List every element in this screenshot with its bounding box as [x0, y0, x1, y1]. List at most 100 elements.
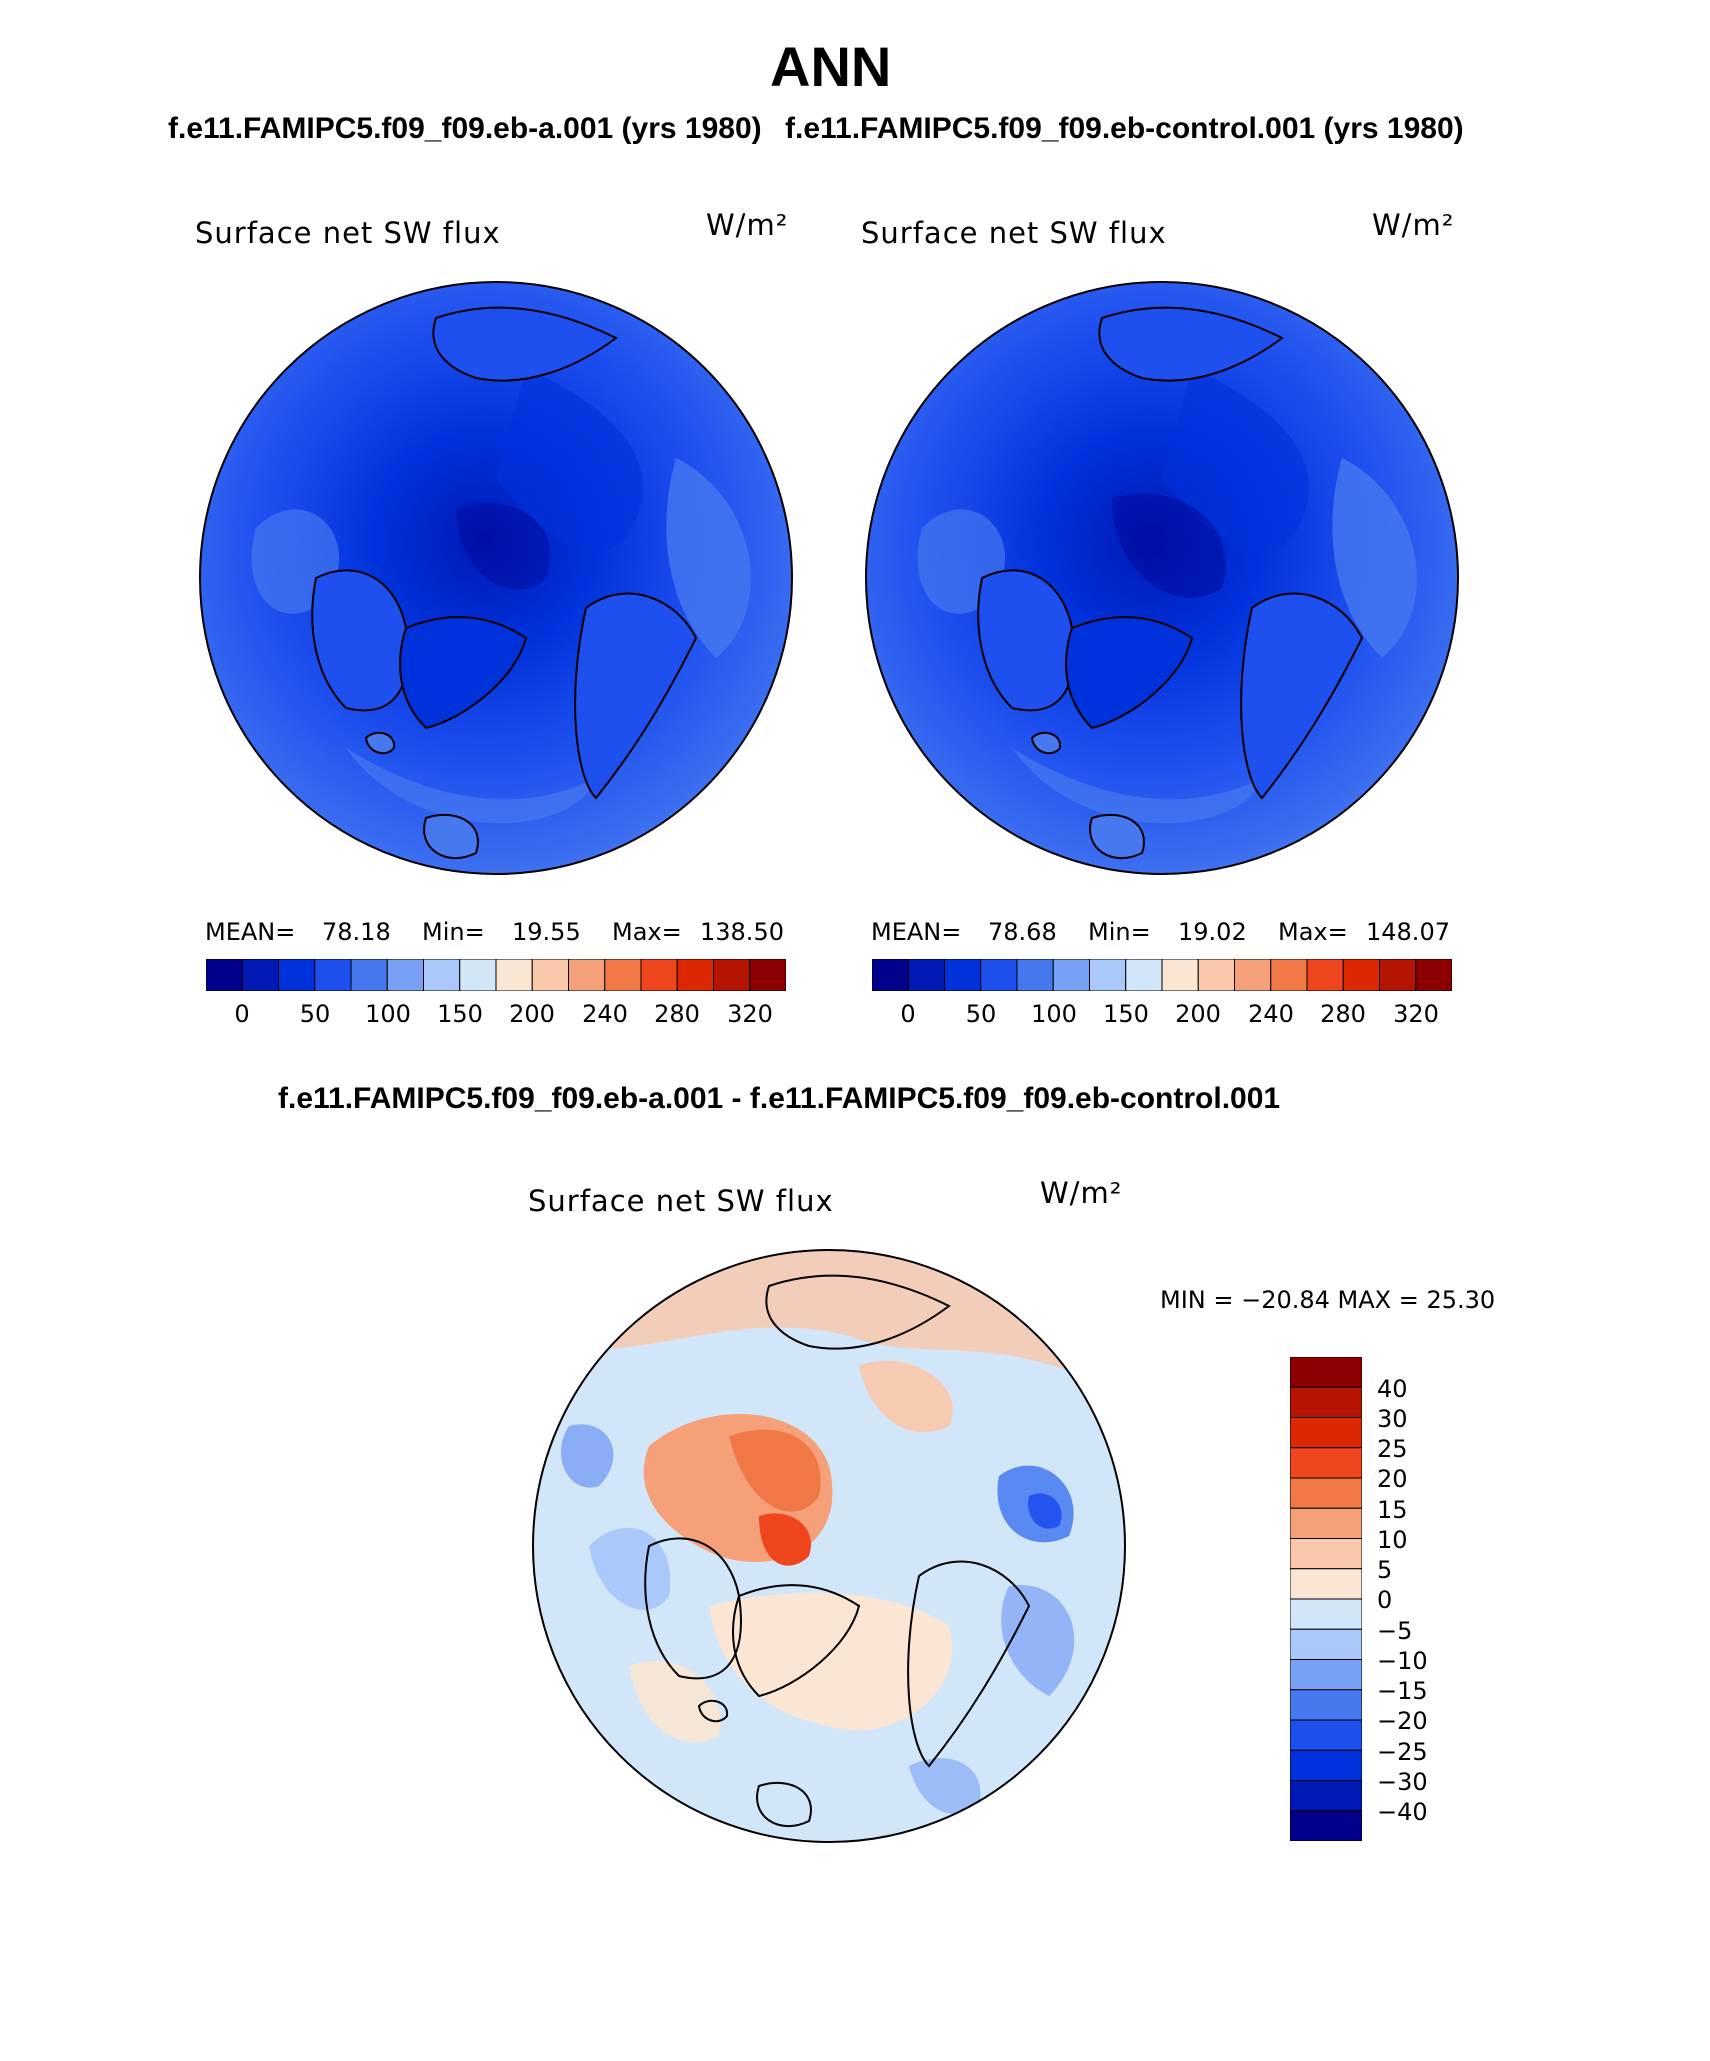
- panel-2-colorbar-tick: 150: [1103, 1000, 1149, 1028]
- difference-colorbar-tick: −30: [1377, 1768, 1428, 1796]
- colorbar-swatch: [944, 959, 982, 991]
- colorbar-swatch: [1234, 959, 1272, 991]
- colorbar-swatch: [1290, 1689, 1362, 1721]
- colorbar-swatch: [1290, 1357, 1362, 1388]
- panel-2-colorbar-tick: 50: [965, 1000, 997, 1028]
- colorbar-swatch: [907, 959, 945, 991]
- colorbar-swatch: [1290, 1780, 1362, 1812]
- colorbar-swatch: [1290, 1507, 1362, 1539]
- colorbar-swatch: [1290, 1538, 1362, 1570]
- panel-2-colorbar-tick: 0: [900, 1000, 916, 1028]
- colorbar-swatch: [1415, 959, 1452, 991]
- panel-2-mean-label: MEAN=: [871, 918, 962, 946]
- colorbar-swatch: [980, 959, 1018, 991]
- panel-1-units-label: W/m²: [706, 208, 789, 242]
- colorbar-swatch: [1161, 959, 1199, 991]
- difference-colorbar-tick: 10: [1377, 1526, 1408, 1554]
- panel-2-colorbar-tick: 280: [1320, 1000, 1366, 1028]
- panel-1-colorbar: [206, 959, 786, 991]
- colorbar-swatch: [206, 959, 243, 991]
- panel-1-colorbar-tick: 200: [509, 1000, 555, 1028]
- panel-1-max-value: 138.50: [700, 918, 784, 946]
- difference-colorbar-tick: −5: [1377, 1617, 1413, 1645]
- difference-title: f.e11.FAMIPC5.f09_f09.eb-a.001 - f.e11.F…: [278, 1082, 1281, 1115]
- panel-2-case-title: f.e11.FAMIPC5.f09_f09.eb-control.001 (yr…: [785, 112, 1464, 145]
- difference-colorbar-tick: 5: [1377, 1556, 1393, 1584]
- panel-2-colorbar-tick: 200: [1175, 1000, 1221, 1028]
- difference-colorbar-tick: 20: [1377, 1465, 1408, 1493]
- colorbar-swatch: [1290, 1386, 1362, 1418]
- colorbar-swatch: [314, 959, 352, 991]
- panel-2-min-value: 19.02: [1178, 918, 1247, 946]
- panel-1-case-title: f.e11.FAMIPC5.f09_f09.eb-a.001 (yrs 1980…: [168, 112, 762, 145]
- panel-1-colorbar-tick: 50: [299, 1000, 331, 1028]
- panel-2-max-label: Max=: [1278, 918, 1348, 946]
- difference-colorbar-tick: 0: [1377, 1586, 1393, 1614]
- colorbar-swatch: [713, 959, 751, 991]
- colorbar-swatch: [872, 959, 909, 991]
- difference-colorbar-tick: 15: [1377, 1496, 1408, 1524]
- colorbar-swatch: [423, 959, 461, 991]
- panel-1-colorbar-tick: 100: [365, 1000, 411, 1028]
- colorbar-swatch: [495, 959, 533, 991]
- difference-colorbar-tick: 25: [1377, 1435, 1408, 1463]
- panel-2-colorbar-tick: 320: [1393, 1000, 1439, 1028]
- panel-2-colorbar-tick: 240: [1248, 1000, 1294, 1028]
- difference-colorbar-tick: 30: [1377, 1405, 1408, 1433]
- panel-2-colorbar-tick: 100: [1031, 1000, 1077, 1028]
- panel-2-mean-value: 78.68: [988, 918, 1057, 946]
- difference-min-max: MIN = −20.84 MAX = 25.30: [1160, 1286, 1496, 1314]
- panel-1-colorbar-tick: 320: [727, 1000, 773, 1028]
- difference-colorbar-tick: −25: [1377, 1738, 1428, 1766]
- panel-1-polar-map: [199, 281, 793, 875]
- colorbar-swatch: [1290, 1568, 1362, 1600]
- panel-2-colorbar: [872, 959, 1452, 991]
- colorbar-swatch: [1290, 1417, 1362, 1449]
- colorbar-swatch: [676, 959, 714, 991]
- difference-colorbar-tick: −10: [1377, 1647, 1428, 1675]
- colorbar-swatch: [278, 959, 316, 991]
- colorbar-swatch: [640, 959, 678, 991]
- panel-1-variable-label: Surface net SW flux: [195, 216, 501, 250]
- colorbar-swatch: [1270, 959, 1308, 991]
- colorbar-swatch: [1306, 959, 1344, 991]
- colorbar-swatch: [1290, 1628, 1362, 1660]
- page-title: ANN: [770, 35, 892, 98]
- panel-1-min-label: Min=: [422, 918, 485, 946]
- panel-2-polar-map: [865, 281, 1459, 875]
- panel-2-units-label: W/m²: [1372, 208, 1455, 242]
- difference-colorbar: [1290, 1357, 1362, 1841]
- difference-colorbar-tick: 40: [1377, 1375, 1408, 1403]
- colorbar-swatch: [1379, 959, 1417, 991]
- colorbar-swatch: [1052, 959, 1090, 991]
- panel-1-max-label: Max=: [612, 918, 682, 946]
- colorbar-swatch: [1089, 959, 1127, 991]
- colorbar-swatch: [350, 959, 388, 991]
- colorbar-swatch: [1342, 959, 1380, 991]
- difference-colorbar-tick: −40: [1377, 1798, 1428, 1826]
- difference-colorbar-tick: −20: [1377, 1707, 1428, 1735]
- colorbar-swatch: [1290, 1477, 1362, 1509]
- colorbar-swatch: [1290, 1749, 1362, 1781]
- colorbar-swatch: [749, 959, 786, 991]
- colorbar-swatch: [604, 959, 642, 991]
- colorbar-swatch: [1290, 1447, 1362, 1479]
- panel-1-mean-label: MEAN=: [205, 918, 296, 946]
- panel-1-colorbar-tick: 240: [582, 1000, 628, 1028]
- panel-1-colorbar-tick: 150: [437, 1000, 483, 1028]
- colorbar-swatch: [1290, 1810, 1362, 1841]
- panel-1-mean-value: 78.18: [322, 918, 391, 946]
- panel-2-variable-label: Surface net SW flux: [861, 216, 1167, 250]
- colorbar-swatch: [459, 959, 497, 991]
- panel-2-max-value: 148.07: [1366, 918, 1450, 946]
- colorbar-swatch: [1125, 959, 1163, 991]
- colorbar-swatch: [1290, 1659, 1362, 1691]
- colorbar-swatch: [1290, 1719, 1362, 1751]
- panel-1-colorbar-tick: 0: [234, 1000, 250, 1028]
- colorbar-swatch: [386, 959, 424, 991]
- difference-colorbar-tick: −15: [1377, 1677, 1428, 1705]
- colorbar-swatch: [1016, 959, 1054, 991]
- colorbar-swatch: [531, 959, 569, 991]
- panel-2-min-label: Min=: [1088, 918, 1151, 946]
- colorbar-swatch: [241, 959, 279, 991]
